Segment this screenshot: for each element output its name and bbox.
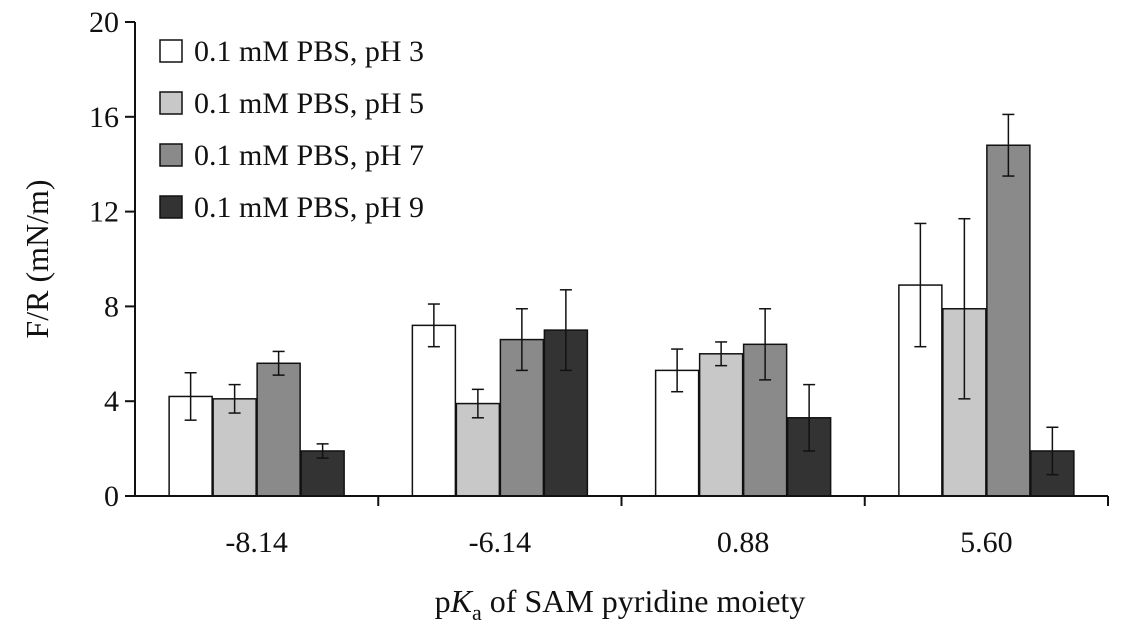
x-axis-title-prefix: p <box>435 583 451 619</box>
legend-swatch <box>159 143 183 167</box>
x-tick-label: -8.14 <box>225 526 288 559</box>
y-tick-label: 8 <box>104 290 119 323</box>
bar <box>256 362 301 497</box>
x-axis-title-suffix: of SAM pyridine moiety <box>482 583 806 619</box>
x-axis-title: pKa of SAM pyridine moiety <box>435 583 806 625</box>
legend-swatch <box>159 39 183 63</box>
y-axis-title: F/R (mN/m) <box>19 179 55 338</box>
x-axis-title-italic: K <box>450 583 474 619</box>
bar <box>986 144 1031 497</box>
legend-label: 0.1 mM PBS, pH 3 <box>194 35 424 68</box>
y-tick-label: 20 <box>89 6 119 39</box>
x-axis-title-subscript: a <box>472 600 482 625</box>
y-tick-label: 0 <box>104 480 119 513</box>
x-tick-label: -6.14 <box>469 526 532 559</box>
legend-swatch <box>159 91 183 115</box>
y-ticks: 0 4 8 12 16 20 <box>89 6 135 513</box>
bar <box>411 324 457 497</box>
legend-label: 0.1 mM PBS, pH 7 <box>194 139 424 172</box>
legend: 0.1 mM PBS, pH 3 0.1 mM PBS, pH 5 0.1 mM P… <box>159 35 424 224</box>
y-tick-label: 4 <box>104 385 119 418</box>
legend-label: 0.1 mM PBS, pH 9 <box>194 191 424 224</box>
bars-layer <box>168 113 1075 497</box>
legend-swatch <box>159 195 183 219</box>
x-ticks: -8.14 -6.14 0.88 5.60 <box>225 496 1109 559</box>
x-tick-label: 0.88 <box>717 526 770 559</box>
x-tick-label: 5.60 <box>960 526 1013 559</box>
y-tick-label: 16 <box>89 101 119 134</box>
y-tick-label: 12 <box>89 196 119 229</box>
bar <box>698 353 744 497</box>
legend-label: 0.1 mM PBS, pH 5 <box>194 87 424 120</box>
